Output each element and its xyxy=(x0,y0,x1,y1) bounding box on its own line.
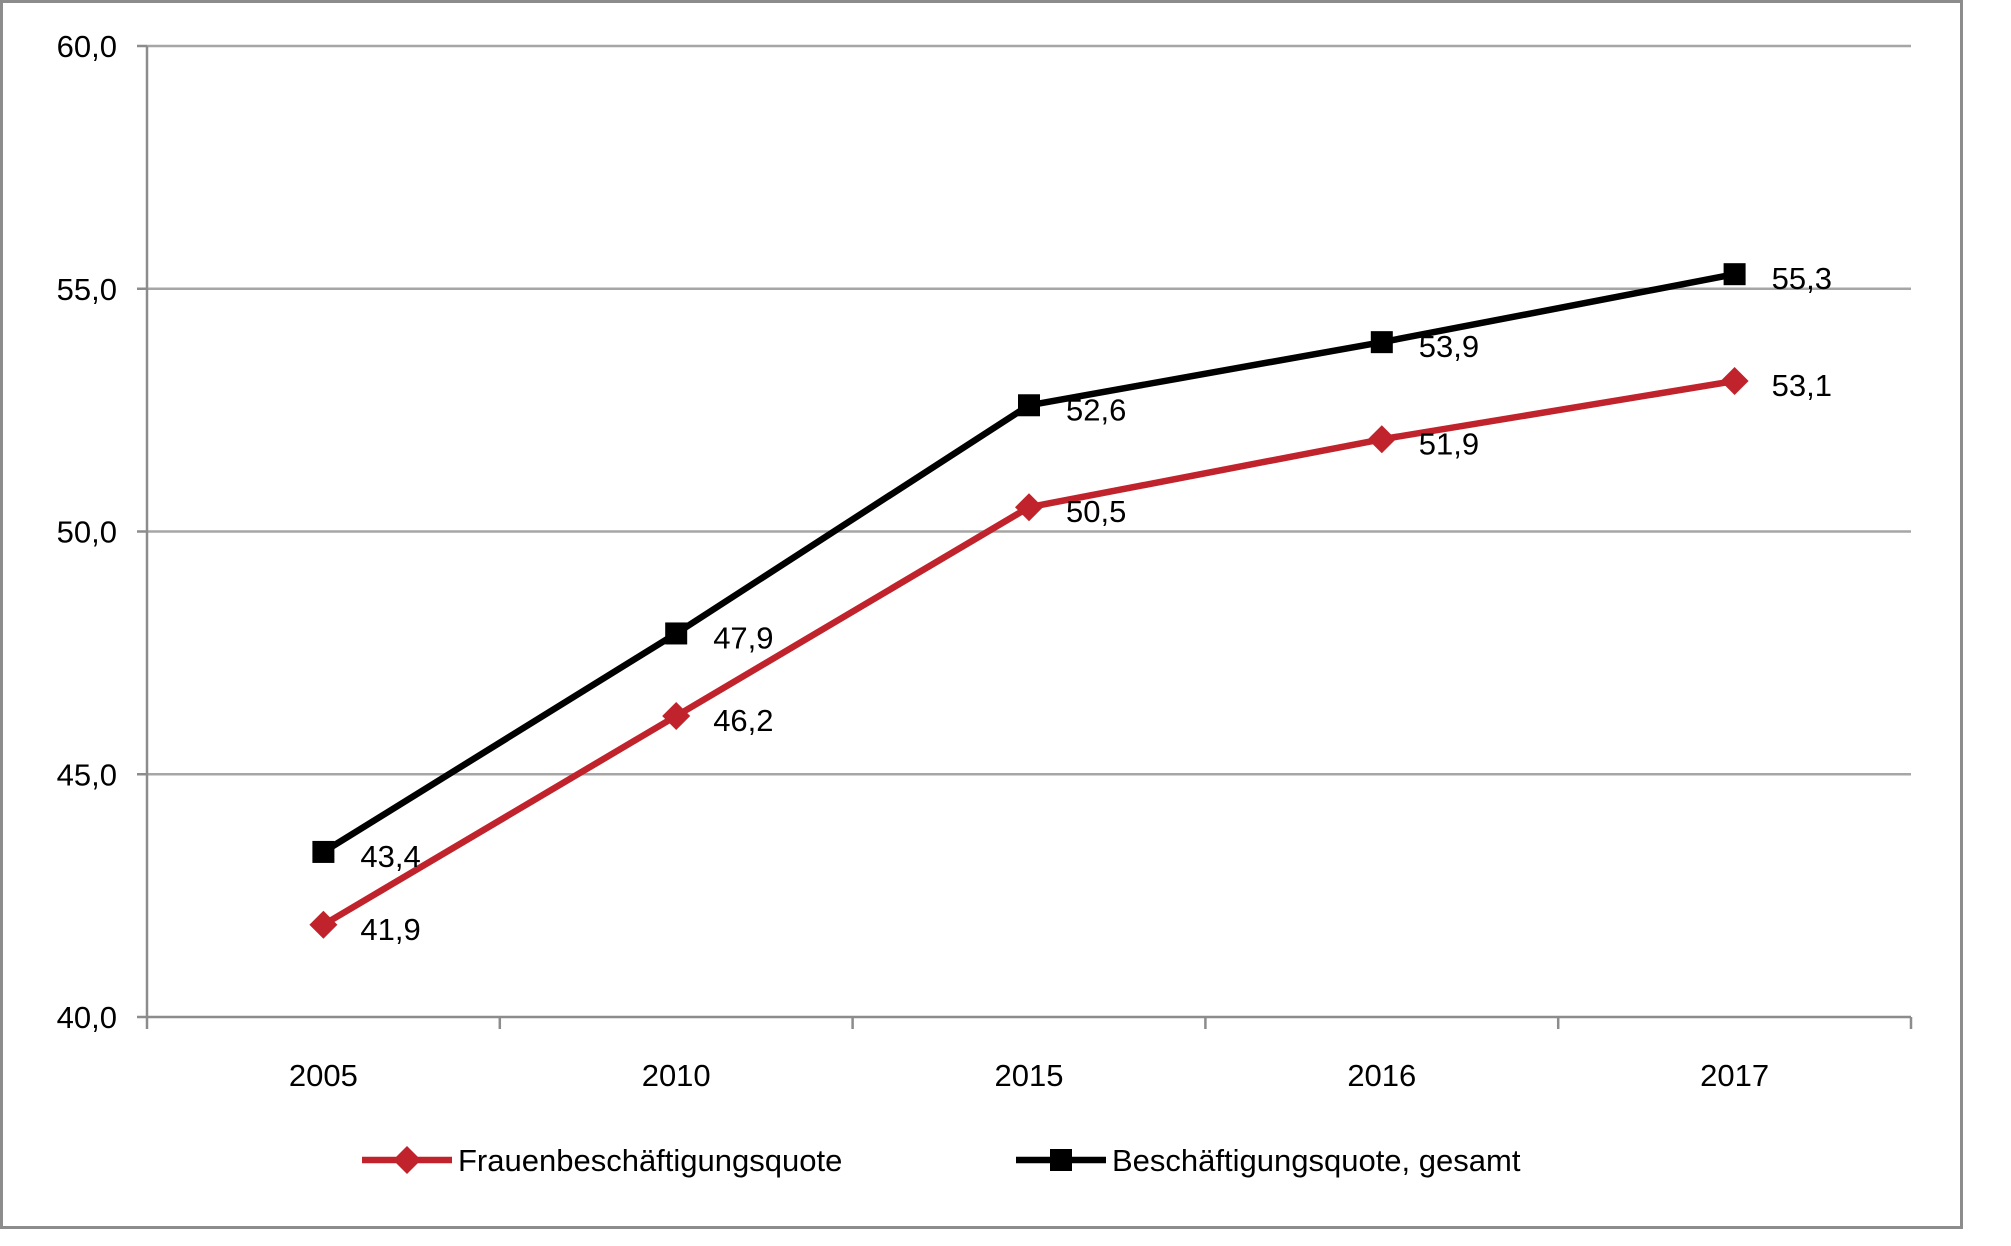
x-tick-label: 2010 xyxy=(642,1058,711,1093)
data-point xyxy=(1367,425,1396,454)
data-label: 46,2 xyxy=(713,703,773,738)
data-label: 53,1 xyxy=(1772,368,1832,403)
x-tick-label: 2016 xyxy=(1347,1058,1416,1093)
data-point xyxy=(665,622,688,645)
legend-marker xyxy=(393,1146,421,1174)
legend-item: Frauenbeschäftigungsquote xyxy=(362,1143,842,1178)
series-group: 41,9 46,2 50,5 51,9 53,1 43,4 47,9 52,6 53,9 55,3 xyxy=(309,261,1832,947)
y-tick-label: 55,0 xyxy=(57,272,117,307)
data-label: 53,9 xyxy=(1419,329,1479,364)
data-point xyxy=(1723,263,1746,286)
y-axis-tick-labels: 40,0 45,0 50,0 55,0 60,0 xyxy=(57,29,117,1035)
axes xyxy=(137,44,1913,1029)
gridlines xyxy=(147,44,1911,776)
data-point xyxy=(1370,331,1393,354)
data-point xyxy=(1018,394,1040,417)
x-tick-label: 2015 xyxy=(995,1058,1064,1093)
legend-label: Beschäftigungsquote, gesamt xyxy=(1112,1143,1521,1178)
y-tick-label: 50,0 xyxy=(57,515,117,550)
legend-item: Beschäftigungsquote, gesamt xyxy=(1016,1143,1521,1178)
y-tick-label: 60,0 xyxy=(57,29,117,64)
legend-marker xyxy=(1050,1149,1072,1171)
chart-border xyxy=(0,0,1963,1229)
series-gesamt: 43,4 47,9 52,6 53,9 55,3 xyxy=(312,261,1832,874)
data-label: 51,9 xyxy=(1419,426,1479,461)
y-tick-label: 45,0 xyxy=(57,757,117,792)
data-label: 43,4 xyxy=(360,839,420,874)
data-label: 41,9 xyxy=(360,912,420,947)
x-tick-label: 2005 xyxy=(289,1058,358,1093)
data-label: 50,5 xyxy=(1066,494,1126,529)
legend: Frauenbeschäftigungsquote Beschäftigungsq… xyxy=(362,1143,1521,1178)
y-tick-label: 40,0 xyxy=(57,1000,117,1035)
legend-label: Frauenbeschäftigungsquote xyxy=(458,1143,842,1178)
data-label: 47,9 xyxy=(713,620,773,655)
x-axis-tick-labels: 2005 2010 2015 2016 2017 xyxy=(289,1058,1769,1093)
data-point xyxy=(1015,493,1043,522)
data-point xyxy=(662,701,691,730)
data-label: 55,3 xyxy=(1772,261,1832,296)
data-label: 52,6 xyxy=(1066,392,1126,427)
series-frauen: 41,9 46,2 50,5 51,9 53,1 xyxy=(309,366,1832,947)
data-point xyxy=(309,910,338,939)
data-point xyxy=(312,840,335,863)
data-point xyxy=(1720,366,1749,395)
x-tick-label: 2017 xyxy=(1700,1058,1769,1093)
